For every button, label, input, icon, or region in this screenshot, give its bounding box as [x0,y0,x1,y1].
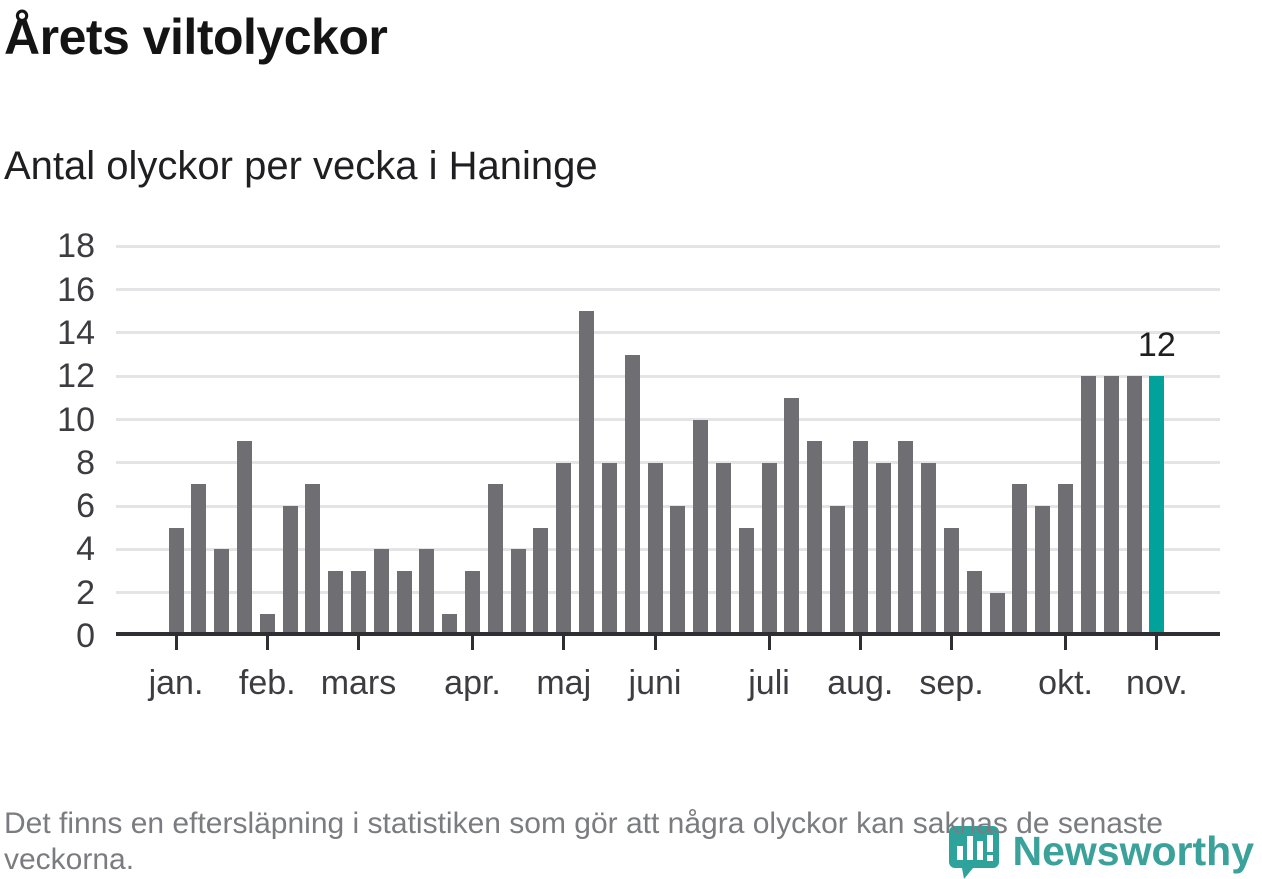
x-axis-tick [767,636,771,650]
x-axis-tick [562,636,566,650]
y-gridline [116,331,1220,335]
bar-week-33 [898,441,914,636]
footnote-text: Det finns en eftersläpning i statistiken… [4,807,1163,876]
newsworthy-logo: Newsworthy [947,824,1255,879]
y-gridline [116,591,1220,595]
bar-week-14 [465,571,481,636]
y-axis-tick-label: 0 [76,617,95,655]
bar-week-11 [396,571,412,636]
bar-week-22 [647,462,663,636]
bar-week-41 [1080,376,1096,636]
x-axis-month-label: jan. [148,664,204,702]
bar-week-30 [829,506,845,636]
y-axis-tick-label: 4 [76,530,95,569]
bar-week-13 [442,614,458,636]
y-gridline [116,288,1220,292]
y-gridline [116,374,1220,378]
y-axis-tick-label: 12 [57,357,95,396]
bar-week-28 [784,397,800,636]
bar-week-17 [533,527,549,636]
bar-week-35 [944,527,960,636]
bar-week-9 [350,571,366,636]
x-axis-tick [1064,636,1068,650]
y-axis-tick-label: 8 [76,443,95,482]
bar-week-32 [875,462,891,636]
x-axis-month-label: aug. [827,664,894,702]
x-axis-tick [356,636,360,650]
bar-week-29 [807,441,823,636]
y-gridline [116,547,1220,551]
bar-week-39 [1035,506,1051,636]
x-axis-tick [1155,636,1159,650]
bar-week-4 [236,441,252,636]
bar-week-19 [579,311,595,636]
bar-week-37 [989,592,1005,636]
bar-week-26 [738,527,754,636]
y-axis-tick-label: 6 [76,487,95,526]
bar-week-44-highlighted [1149,376,1165,636]
page-title: Årets viltolyckor [4,9,388,65]
y-gridline [116,461,1220,465]
newsworthy-bubble-icon [947,824,1001,879]
bar-week-24 [693,419,709,636]
bar-week-25 [715,462,731,636]
y-axis-tick-label: 10 [57,400,95,439]
bar-week-27 [761,462,777,636]
y-axis-tick-label: 2 [76,573,95,612]
y-gridline [116,418,1220,421]
x-axis-month-label: juli [748,664,790,702]
bar-week-15 [487,484,503,636]
bar-week-43 [1126,376,1142,636]
bar-week-16 [510,549,526,636]
bar-week-31 [852,441,868,636]
highlight-value-label: 12 [1137,326,1176,365]
x-axis-tick [471,636,475,650]
bar-week-21 [624,354,640,636]
bar-week-40 [1058,484,1074,636]
bar-week-42 [1103,376,1119,636]
x-axis-month-label: juni [628,664,682,702]
x-axis-line [116,632,1220,636]
x-axis-tick [174,636,178,650]
bar-week-10 [373,549,389,636]
x-axis-month-label: maj [536,664,592,702]
bar-week-18 [556,462,572,636]
bar-week-36 [966,571,982,636]
y-gridline [116,504,1220,508]
bar-week-5 [259,614,275,636]
bar-week-3 [214,549,230,636]
chart-subtitle: Antal olyckor per vecka i Haninge [4,144,598,188]
bar-week-2 [191,484,207,636]
y-axis-tick-label: 14 [57,313,95,352]
x-axis-month-label: feb. [238,664,296,702]
y-gridline [116,244,1220,248]
newsworthy-wordmark: Newsworthy [1012,828,1255,874]
bar-week-38 [1012,484,1028,636]
bar-week-8 [328,571,344,636]
bar-chart: 0 2 4 6 8 10 12 14 16 18 jan. feb. mars apr. maj juni ju… [57,227,1220,702]
x-axis-tick [653,636,657,650]
x-axis-tick [265,636,269,650]
bar-week-20 [601,462,617,636]
bar-week-7 [305,484,321,636]
y-axis-tick-label: 18 [57,227,95,266]
bar-week-1 [168,527,184,636]
x-axis-month-label: mars [320,664,397,702]
bar-week-6 [282,506,298,636]
x-axis-month-label: apr. [444,664,501,702]
x-axis-month-label: nov. [1125,664,1188,702]
bar-week-34 [921,462,937,636]
x-axis-month-label: okt. [1038,664,1093,702]
bar-week-23 [670,506,686,636]
x-axis-tick [950,636,954,650]
bar-week-12 [419,549,435,636]
x-axis-tick [858,636,862,650]
y-axis-tick-label: 16 [57,270,95,309]
x-axis-month-label: sep. [919,664,984,702]
